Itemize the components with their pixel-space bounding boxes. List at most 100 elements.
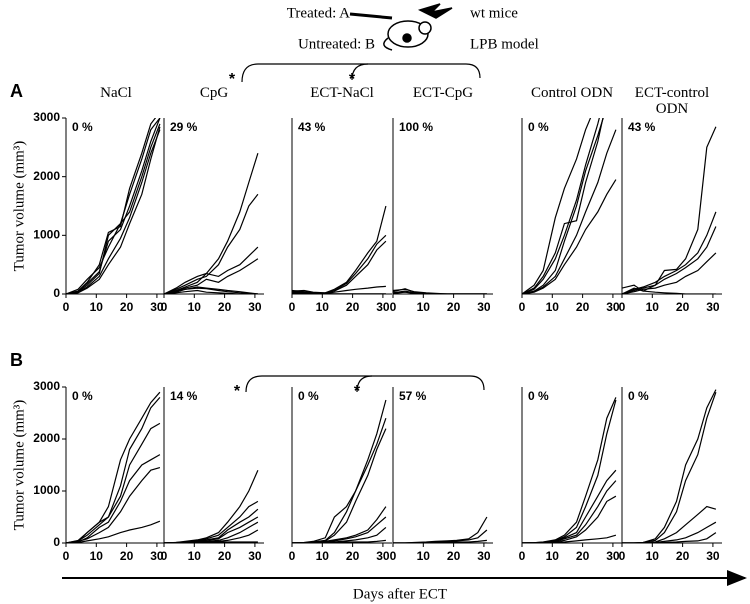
x-tick-label: 0 — [63, 549, 70, 563]
y-tick-label: 0 — [53, 535, 60, 549]
growth-line — [292, 291, 386, 294]
x-tick-label: 30 — [248, 549, 262, 563]
percent-note: 57 % — [399, 389, 427, 403]
plot-area — [66, 391, 161, 543]
model-label: LPB model — [470, 36, 539, 52]
growth-line — [164, 193, 259, 294]
x-tick-label: 10 — [546, 300, 560, 314]
x-tick-label: 30 — [248, 300, 262, 314]
x-tick-label: 20 — [346, 549, 360, 563]
x-tick-label: 20 — [576, 300, 590, 314]
growth-line — [292, 292, 386, 294]
panel-title: Control ODN — [530, 85, 614, 101]
panel-title: NaCl — [100, 85, 132, 101]
y-tick-label: 1000 — [33, 228, 60, 242]
x-tick-label: 20 — [576, 549, 590, 563]
growth-line — [66, 397, 161, 543]
growth-line — [522, 469, 617, 543]
y-tick-label: 2000 — [33, 169, 60, 183]
plot-area — [522, 397, 617, 543]
x-tick-label: 0 — [390, 549, 397, 563]
growth-line — [522, 118, 600, 294]
growth-line — [522, 118, 604, 294]
x-tick-label: 10 — [316, 549, 330, 563]
x-axis-label: Days after ECT — [353, 586, 447, 602]
x-tick-label: 20 — [346, 300, 360, 314]
x-tick-label: 0 — [519, 300, 526, 314]
bracket — [241, 63, 485, 393]
growth-line — [292, 234, 387, 294]
x-tick-label: 20 — [218, 300, 232, 314]
growth-line — [522, 118, 604, 294]
x-tick-label: 30 — [706, 300, 720, 314]
growth-line — [622, 252, 717, 294]
wt-label: wt mice — [470, 5, 518, 21]
x-tick-label: 30 — [477, 549, 491, 563]
plot-area — [164, 153, 259, 294]
growth-line — [164, 258, 259, 294]
panel-label: A — [10, 81, 23, 101]
plot-area — [393, 516, 488, 543]
y-axis-label: Tumor volume (mm³) — [11, 141, 27, 272]
y-tick-label: 3000 — [33, 379, 60, 393]
mouse-icon — [349, 3, 453, 51]
x-tick-label: 10 — [316, 300, 330, 314]
growth-line — [622, 226, 717, 294]
x-tick-label: 0 — [63, 300, 70, 314]
x-tick-label: 0 — [390, 300, 397, 314]
x-tick-label: 10 — [90, 549, 104, 563]
percent-note: 14 % — [170, 389, 198, 403]
plot-area — [66, 118, 161, 294]
x-tick-label: 10 — [417, 549, 431, 563]
x-tick-label: 0 — [289, 300, 296, 314]
star: * — [234, 383, 241, 400]
growth-line — [66, 520, 161, 543]
x-tick-label: 20 — [447, 549, 461, 563]
growth-line — [393, 290, 487, 294]
growth-line — [393, 291, 487, 294]
x-tick-label: 20 — [218, 549, 232, 563]
x-tick-label: 30 — [376, 300, 390, 314]
growth-line — [66, 118, 157, 294]
panel-label: B — [10, 350, 23, 370]
growth-line — [622, 126, 717, 294]
x-tick-label: 10 — [90, 300, 104, 314]
x-tick-label: 20 — [120, 549, 134, 563]
x-tick-label: 0 — [619, 549, 626, 563]
plot-area — [292, 399, 387, 543]
percent-note: 100 % — [399, 120, 433, 134]
x-tick-label: 30 — [606, 300, 620, 314]
growth-line — [292, 539, 386, 543]
growth-line — [622, 532, 717, 543]
y-tick-label: 2000 — [33, 431, 60, 445]
x-tick-label: 10 — [188, 549, 202, 563]
growth-line — [622, 284, 716, 294]
percent-note: 0 % — [628, 389, 649, 403]
percent-note: 0 % — [528, 120, 549, 134]
growth-line — [164, 153, 259, 294]
growth-line — [66, 118, 161, 294]
plot-area — [622, 389, 717, 543]
panel-title: ECT-NaCl — [310, 85, 374, 101]
x-tick-label: 20 — [676, 300, 690, 314]
growth-line — [522, 399, 617, 543]
x-tick-label: 0 — [619, 300, 626, 314]
panel-title: ECT-control ODN — [634, 85, 710, 117]
x-tick-label: 0 — [161, 549, 168, 563]
plot-area — [164, 469, 259, 543]
growth-line — [164, 469, 259, 543]
y-tick-label: 1000 — [33, 483, 60, 497]
x-tick-label: 20 — [447, 300, 461, 314]
growth-line — [66, 391, 161, 543]
growth-line — [393, 539, 487, 543]
y-tick-label: 3000 — [33, 110, 60, 124]
growth-line — [292, 205, 387, 294]
x-tick-label: 30 — [150, 300, 164, 314]
x-tick-label: 30 — [706, 549, 720, 563]
x-tick-label: 30 — [376, 549, 390, 563]
percent-note: 0 % — [528, 389, 549, 403]
growth-line — [66, 126, 161, 294]
panel-title: CpG — [199, 85, 229, 101]
growth-line — [164, 289, 258, 294]
